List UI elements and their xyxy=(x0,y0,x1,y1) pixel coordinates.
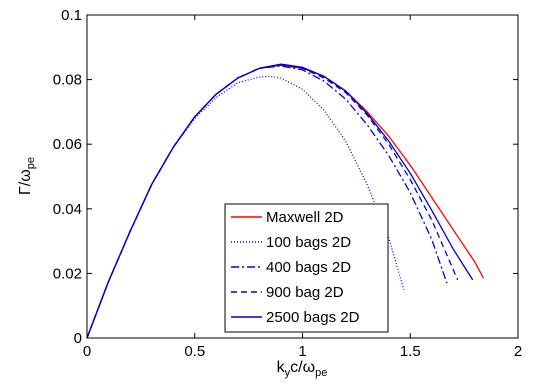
x-tick-label: 2 xyxy=(514,343,522,360)
legend-label: 400 bags 2D xyxy=(266,259,351,276)
series-line xyxy=(86,75,405,339)
y-tick-label: 0.08 xyxy=(53,72,82,89)
series-layer xyxy=(86,63,485,339)
x-axis-label: kyc/ωpe xyxy=(277,359,328,379)
x-tick-label: 1 xyxy=(298,343,306,360)
series-line xyxy=(86,65,448,339)
y-tick-label: 0.1 xyxy=(61,7,82,24)
tick-labels: 0 0.5 1 1.5 2 0 0.02 0.04 0.06 0.08 0.1 xyxy=(53,7,522,360)
y-tick-label: 0.02 xyxy=(53,265,82,282)
legend-label: 2500 bags 2D xyxy=(266,309,360,326)
x-tick-label: 0.5 xyxy=(184,343,205,360)
legend-label: 900 bag 2D xyxy=(266,284,344,301)
y-tick-label: 0 xyxy=(74,330,82,347)
y-tick-label: 0.04 xyxy=(53,201,82,218)
y-tick-label: 0.06 xyxy=(53,136,82,153)
x-tick-label: 1.5 xyxy=(400,343,421,360)
y-axis-label: Γ/ωpe xyxy=(17,157,37,195)
x-tick-label: 0 xyxy=(83,343,91,360)
legend-label: 100 bags 2D xyxy=(266,234,351,251)
legend-label: Maxwell 2D xyxy=(266,209,344,226)
plot-frame xyxy=(86,14,519,339)
legend: Maxwell 2D 100 bags 2D 400 bags 2D 900 bag … xyxy=(224,203,389,333)
series-line xyxy=(86,63,474,339)
legend-box xyxy=(224,203,389,333)
